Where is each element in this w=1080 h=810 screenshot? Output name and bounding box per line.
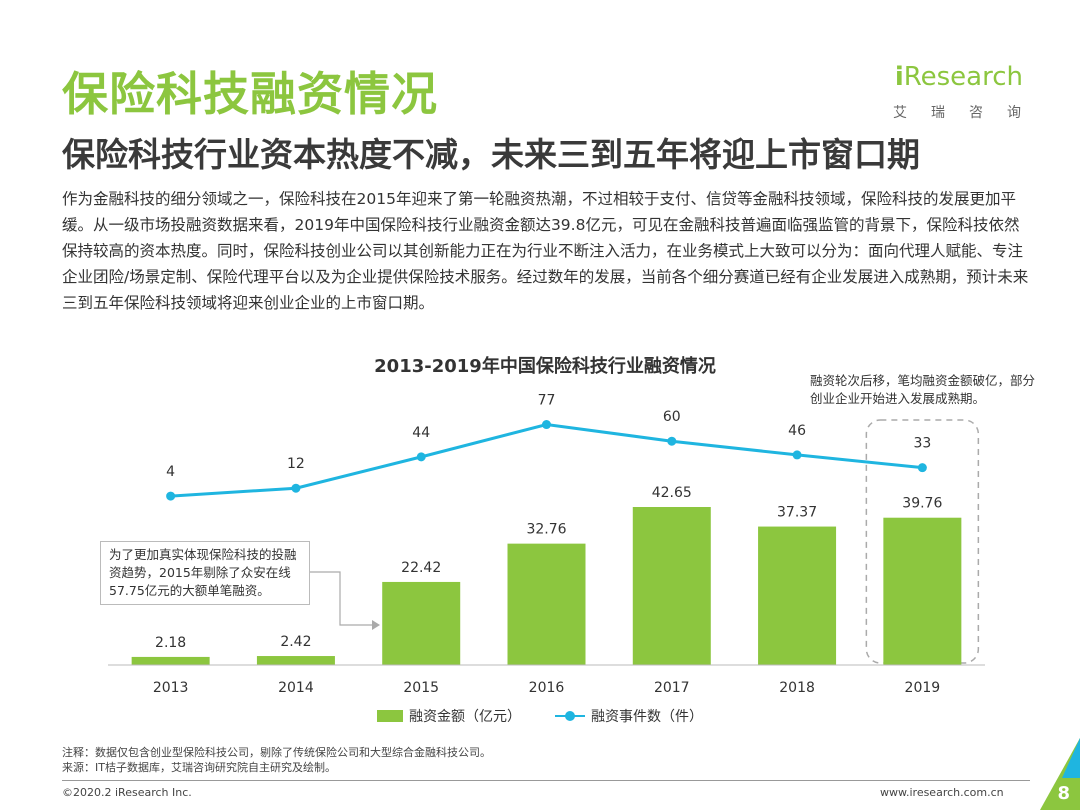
legend-label-count: 融资事件数（件） — [591, 709, 703, 725]
logo-char: 询 — [1007, 105, 1021, 121]
bar-2015 — [382, 581, 461, 665]
bar-value-label: 22.42 — [401, 560, 441, 576]
annotation-left: 为了更加真实体现保险科技的投融资趋势，2015年剔除了众安在线57.75亿元的大… — [100, 541, 310, 605]
bar-value-label: 37.37 — [777, 505, 817, 521]
iresearch-logo: iResearch 艾 瑞 咨 询 — [893, 58, 1033, 128]
corner-decoration — [1040, 738, 1080, 810]
line-value-label: 33 — [913, 436, 931, 452]
x-tick-label: 2018 — [779, 680, 815, 696]
line-point-2016 — [542, 420, 551, 430]
bar-2016 — [507, 543, 586, 665]
annotation-right: 融资轮次后移，笔均融资金额破亿，部分创业企业开始进入发展成熟期。 — [810, 373, 1036, 406]
bar-value-label: 2.18 — [155, 635, 186, 651]
legend-bar-swatch — [377, 710, 403, 722]
bar-2013 — [131, 656, 210, 665]
line-value-label: 44 — [412, 425, 430, 441]
footnote-note: 注释：数据仅包含创业型保险科技公司，剔除了传统保险公司和大型综合金融科技公司。 — [62, 746, 491, 759]
logo-i: i — [894, 62, 904, 92]
copyright-text: ©2020.2 iResearch Inc. — [62, 786, 192, 799]
line-point-2018 — [792, 450, 802, 460]
bar-value-label: 39.76 — [902, 496, 942, 512]
x-tick-label: 2019 — [905, 680, 941, 696]
line-value-label: 77 — [538, 393, 556, 409]
footer-divider — [62, 780, 1030, 781]
logo-wordmark: iResearch — [895, 62, 1023, 92]
page-number: 8 — [1057, 783, 1070, 804]
chart-legend: 融资金额（亿元） 融资事件数（件） — [0, 706, 1080, 726]
x-tick-label: 2017 — [654, 680, 690, 696]
logo-subtitle: 艾 瑞 咨 询 — [893, 102, 1021, 122]
page-subtitle: 保险科技行业资本热度不减，未来三到五年将迎上市窗口期 — [62, 135, 920, 174]
bar-2017 — [632, 507, 711, 665]
annotation-arrow-icon — [372, 620, 380, 630]
annotation-connector — [310, 571, 372, 626]
bar-2019 — [883, 517, 962, 665]
footnotes: 注释：数据仅包含创业型保险科技公司，剔除了传统保险公司和大型综合金融科技公司。 … — [62, 745, 491, 775]
legend-item-count: 融资事件数（件） — [555, 706, 703, 726]
logo-research: Research — [903, 62, 1023, 92]
bar-value-label: 42.65 — [652, 485, 692, 501]
website-text: www.iresearch.com.cn — [880, 786, 1004, 799]
legend-label-amount: 融资金额（亿元） — [409, 709, 521, 725]
legend-line-swatch — [555, 710, 585, 722]
line-point-2019 — [917, 463, 927, 473]
footnote-source: 来源：IT桔子数据库，艾瑞咨询研究院自主研究及绘制。 — [62, 761, 336, 774]
x-tick-label: 2014 — [278, 680, 314, 696]
line-point-2017 — [667, 436, 677, 446]
line-point-2013 — [166, 491, 176, 501]
line-value-label: 12 — [287, 456, 305, 472]
logo-char: 咨 — [969, 105, 983, 121]
x-tick-label: 2015 — [403, 680, 439, 696]
line-value-label: 4 — [166, 464, 175, 480]
line-point-2015 — [416, 452, 426, 462]
x-tick-label: 2013 — [153, 680, 189, 696]
bar-2018 — [758, 526, 837, 665]
bar-value-label: 32.76 — [526, 522, 566, 538]
logo-char: 瑞 — [931, 105, 945, 121]
logo-char: 艾 — [893, 105, 907, 121]
x-tick-label: 2016 — [529, 680, 565, 696]
legend-item-amount: 融资金额（亿元） — [377, 706, 521, 726]
highlight-2019-box — [865, 419, 980, 664]
chart-title: 2013-2019年中国保险科技行业融资情况 — [374, 356, 716, 377]
line-value-label: 46 — [788, 423, 806, 439]
bar-2014 — [256, 656, 335, 665]
line-count-series — [170, 423, 923, 498]
bar-value-label: 2.42 — [280, 634, 311, 650]
line-value-label: 60 — [663, 409, 681, 425]
line-point-2014 — [291, 483, 301, 493]
page-title: 保险科技融资情况 — [62, 67, 438, 121]
body-paragraph: 作为金融科技的细分领域之一，保险科技在2015年迎来了第一轮融资热潮，不过相较于… — [62, 190, 1029, 312]
